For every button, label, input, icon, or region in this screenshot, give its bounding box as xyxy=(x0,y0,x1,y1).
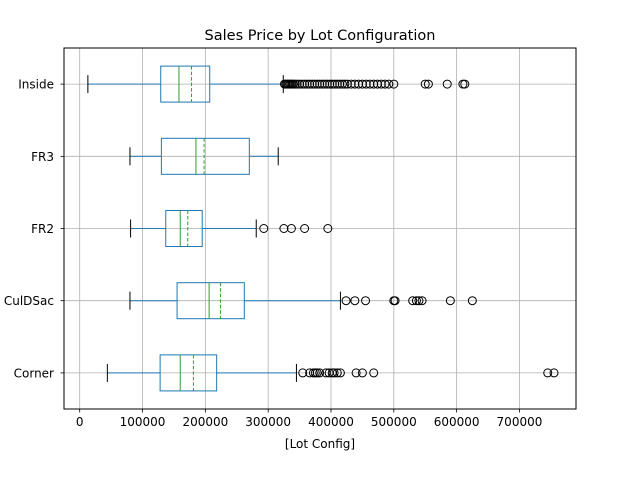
box-group-inside xyxy=(87,65,470,103)
iqr-box xyxy=(160,65,211,103)
x-tick-label: 100000 xyxy=(120,415,166,429)
x-axis-label: [Lot Config] xyxy=(285,437,355,451)
flier-point xyxy=(460,79,470,89)
flier-point xyxy=(414,296,424,306)
flier-point xyxy=(445,296,455,306)
flier-point xyxy=(384,79,394,89)
flier-point xyxy=(420,79,430,89)
y-tick-label: Corner xyxy=(14,366,54,380)
flier-point xyxy=(361,296,371,306)
flier-point xyxy=(332,368,342,378)
y-tick-label: CulDSac xyxy=(4,294,54,308)
box-group-corner xyxy=(106,354,559,392)
flier-point xyxy=(408,296,418,306)
iqr-box xyxy=(159,354,218,392)
flier-point xyxy=(286,224,296,233)
iqr-box xyxy=(160,137,250,175)
flier-point xyxy=(380,79,390,89)
flier-point xyxy=(312,368,322,378)
flier-point xyxy=(300,224,310,233)
flier-point xyxy=(417,296,427,306)
flier-point xyxy=(323,224,333,233)
flier-point xyxy=(340,79,350,89)
flier-point xyxy=(259,224,269,233)
flier-point xyxy=(315,368,325,378)
flier-point xyxy=(389,79,399,89)
flier-point xyxy=(423,79,433,89)
flier-point xyxy=(341,296,351,306)
flier-point xyxy=(369,368,379,378)
x-tick-label: 600000 xyxy=(434,415,480,429)
chart-title: Sales Price by Lot Configuration xyxy=(205,28,436,44)
x-tick-label: 200000 xyxy=(182,415,228,429)
x-tick-label: 700000 xyxy=(497,415,543,429)
flier-point xyxy=(467,296,477,306)
iqr-box xyxy=(176,282,245,320)
flier-point xyxy=(298,368,308,378)
flier-point xyxy=(442,79,452,89)
x-tick-label: 300000 xyxy=(245,415,291,429)
box-layer xyxy=(87,65,559,392)
box-group-fr3 xyxy=(129,137,279,175)
flier-point xyxy=(350,296,360,306)
y-tick-label: FR3 xyxy=(31,150,54,164)
flier-point xyxy=(351,368,361,378)
flier-point xyxy=(357,368,367,378)
x-tick-label: 400000 xyxy=(308,415,354,429)
x-tick-label: 500000 xyxy=(371,415,417,429)
box-group-culdsac xyxy=(129,282,477,320)
flier-point xyxy=(335,368,345,378)
flier-point xyxy=(411,296,421,306)
flier-point xyxy=(337,79,347,89)
flier-point xyxy=(390,296,400,306)
box-group-fr2 xyxy=(130,210,333,247)
iqr-box xyxy=(165,210,203,247)
flier-point xyxy=(549,368,559,378)
flier-point xyxy=(543,368,553,378)
tick-layer: 0 100000 200000 300000 400000 500000 600000 700… xyxy=(4,78,543,429)
flier-point xyxy=(329,368,339,378)
y-tick-label: FR2 xyxy=(31,222,54,236)
x-tick-label: 0 xyxy=(76,415,84,429)
y-tick-label: Inside xyxy=(18,78,54,92)
